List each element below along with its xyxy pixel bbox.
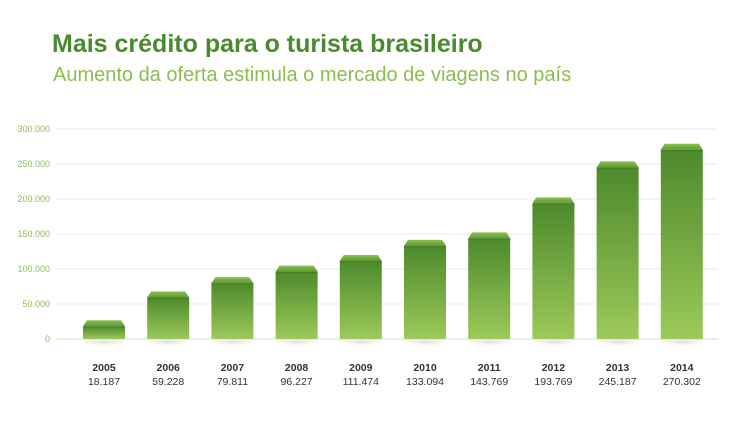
- bar-shadow: [457, 337, 521, 347]
- x-category-label: 2006: [157, 362, 181, 374]
- bar-shadow: [200, 337, 264, 347]
- chart-title: Mais crédito para o turista brasileiro: [52, 30, 483, 58]
- y-tick-label: 50.000: [22, 299, 50, 309]
- bar-cap: [211, 277, 254, 284]
- bar-cap: [596, 161, 639, 168]
- bar-cap: [660, 143, 703, 150]
- bar-2008: [275, 271, 318, 339]
- bar-top-edge: [147, 297, 190, 300]
- bar-2005: [83, 326, 125, 339]
- bar-top-edge: [83, 326, 125, 328]
- y-tick-label: 100.000: [17, 264, 50, 274]
- bar-shadow: [586, 337, 650, 347]
- bar-2009: [339, 260, 382, 339]
- x-category-label: 2013: [606, 362, 630, 374]
- bar-top-edge: [339, 260, 382, 263]
- bar-cap: [147, 291, 190, 298]
- bars: [72, 143, 714, 347]
- bar-cap: [468, 232, 511, 239]
- x-axis-labels: 2005 18.187 2006 59.228 2007 79.811 2008 96.227…: [88, 362, 701, 388]
- bar-top-edge: [660, 149, 703, 152]
- bar-2006: [147, 297, 190, 339]
- bar-cap: [83, 320, 125, 327]
- bar-shadow: [329, 337, 393, 347]
- bar-2012: [532, 203, 575, 339]
- x-category-label: 2007: [221, 362, 245, 374]
- bar-top-edge: [596, 167, 639, 169]
- bar-2013: [596, 167, 639, 339]
- bar-shadow: [265, 337, 329, 347]
- y-tick-label: 250.000: [17, 159, 50, 169]
- bar-2007: [211, 283, 254, 339]
- y-tick-label: 200.000: [17, 194, 50, 204]
- bar-shadow: [72, 337, 136, 347]
- y-tick-label: 300.000: [17, 124, 50, 134]
- bar-cap: [275, 265, 318, 272]
- bar-top-edge: [468, 238, 511, 240]
- x-category-label: 2014: [670, 362, 694, 374]
- bar-cap: [339, 254, 382, 261]
- data-value-label: 79.811: [217, 376, 248, 388]
- data-value-label: 59.228: [152, 376, 184, 388]
- x-category-label: 2008: [285, 362, 309, 374]
- bar-cap: [404, 239, 446, 246]
- bar-top-edge: [532, 203, 575, 205]
- data-value-label: 193.769: [534, 376, 572, 388]
- bar-shadow: [136, 337, 200, 347]
- chart-subtitle: Aumento da oferta estimula o mercado de …: [53, 64, 572, 86]
- bar-top-edge: [404, 245, 446, 248]
- bar-top-edge: [211, 283, 254, 285]
- x-category-label: 2011: [478, 362, 501, 374]
- bar-shadow: [521, 337, 585, 347]
- data-value-label: 18.187: [88, 376, 120, 388]
- data-value-label: 270.302: [663, 376, 701, 388]
- bar-top-edge: [275, 271, 318, 274]
- data-value-label: 245.187: [599, 376, 637, 388]
- bar-2010: [404, 245, 446, 339]
- bar-shadow: [650, 337, 714, 347]
- data-value-label: 133.094: [406, 376, 444, 388]
- data-value-label: 143.769: [470, 376, 508, 388]
- data-value-label: 111.474: [343, 376, 380, 388]
- bar-2014: [660, 149, 703, 339]
- y-tick-label: 150.000: [17, 229, 50, 239]
- data-value-label: 96.227: [281, 376, 313, 388]
- x-category-label: 2005: [92, 362, 116, 374]
- y-axis-ticks: 0 50.000 100.000 150.000 200.000 250.000 300.0…: [17, 124, 50, 344]
- bar-cap: [532, 197, 575, 204]
- x-category-label: 2009: [349, 362, 373, 374]
- y-tick-label: 0: [45, 334, 50, 344]
- bar-shadow: [393, 337, 457, 347]
- bar-2011: [468, 238, 511, 339]
- x-category-label: 2012: [542, 362, 566, 374]
- x-category-label: 2010: [413, 362, 437, 374]
